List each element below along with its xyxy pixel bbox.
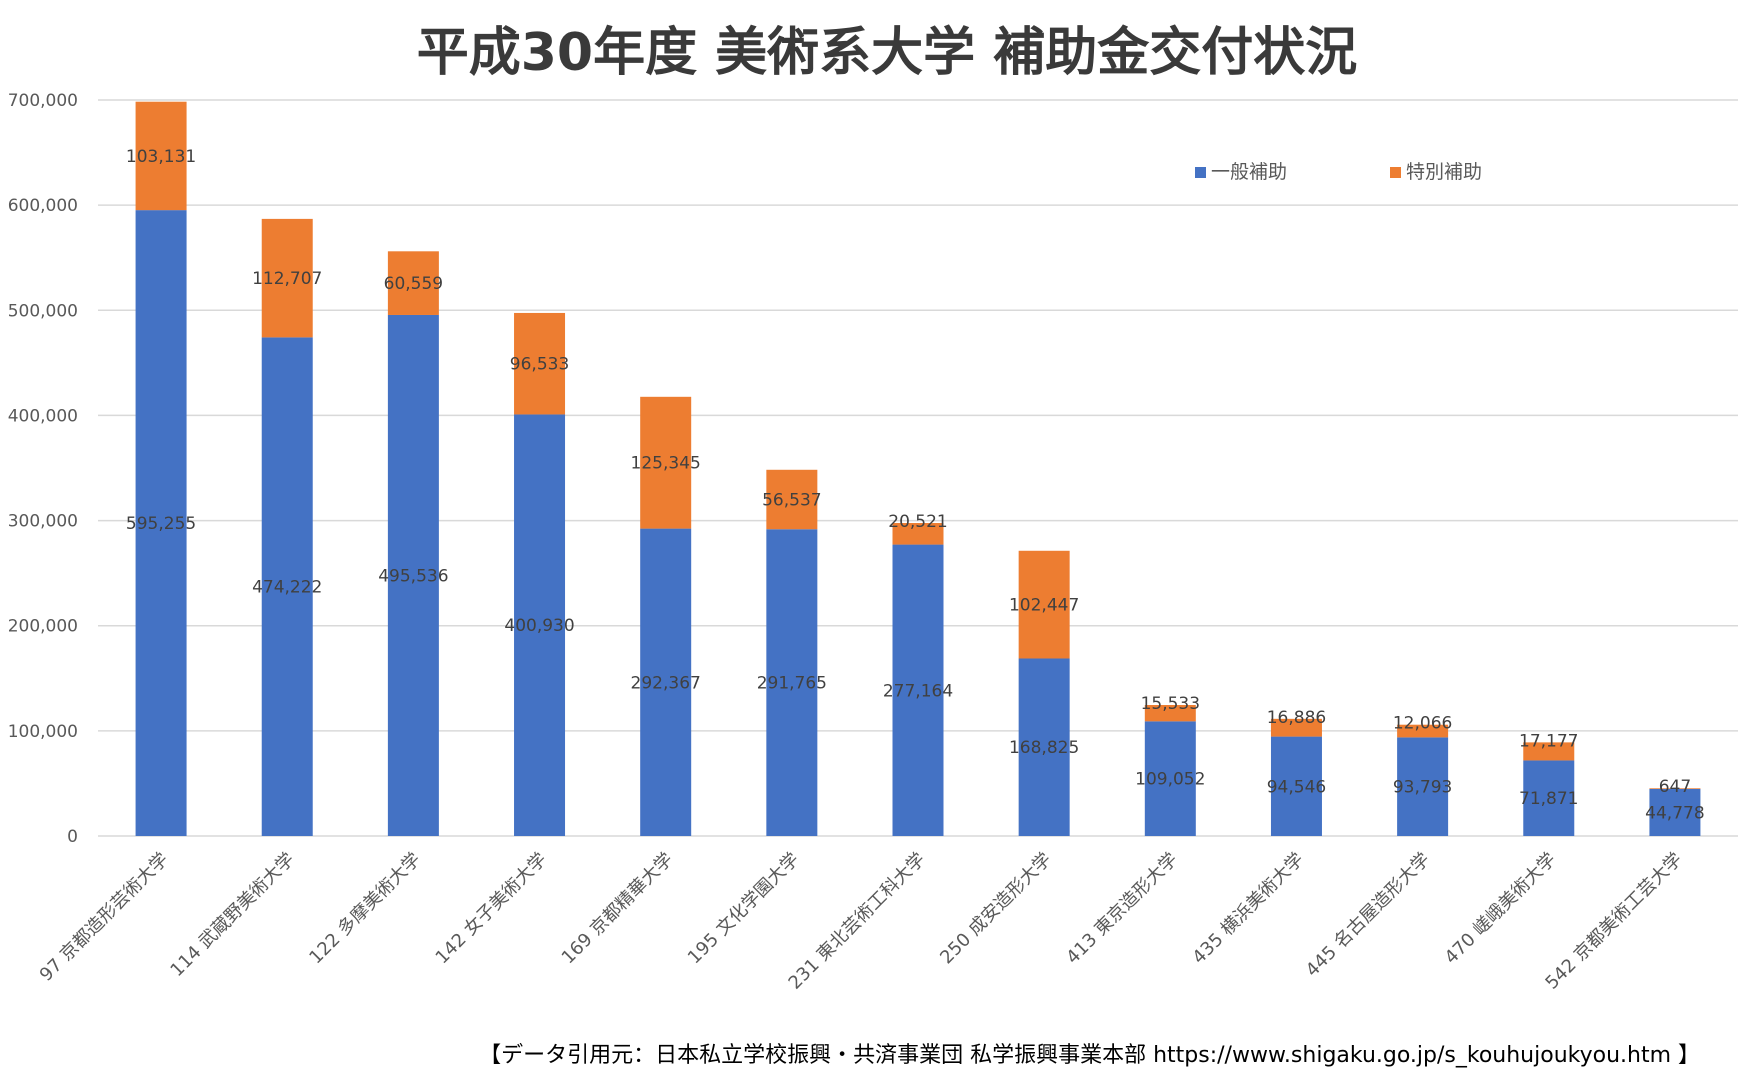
data-label: 94,546 — [1267, 777, 1326, 797]
data-label: 400,930 — [504, 616, 574, 636]
data-label: 60,559 — [384, 274, 443, 294]
bar-segment-special — [892, 523, 944, 545]
data-label: 125,345 — [631, 454, 701, 474]
bar-segment-general — [1523, 760, 1575, 836]
y-tick-label: 300,000 — [8, 512, 78, 532]
data-label: 20,521 — [888, 512, 947, 532]
data-label: 102,447 — [1009, 596, 1079, 616]
bar-segment-general — [1397, 737, 1449, 836]
source-note: 【データ引用元：日本私立学校振興・共済事業団 私学振興事業本部 https://… — [479, 1043, 1700, 1068]
bar-segment-general — [1270, 736, 1322, 836]
bar-segment-general — [1144, 721, 1196, 836]
x-category-label: 542 京都美術工芸大学 — [1541, 849, 1686, 994]
bar-segment-special — [1270, 718, 1322, 737]
bar-segment-special — [1397, 724, 1449, 738]
bar-segment-special — [1018, 550, 1070, 659]
data-label: 15,533 — [1141, 694, 1200, 714]
bar-segment-general — [261, 337, 313, 836]
bar-segment-general — [892, 544, 944, 836]
x-category-label: 445 名古屋造形大学 — [1302, 849, 1434, 981]
x-category-label: 114 武蔵野美術大学 — [166, 849, 298, 981]
y-tick-label: 200,000 — [8, 617, 78, 637]
x-category-label: 169 京都精華大学 — [558, 849, 678, 969]
bar-segment-general — [135, 210, 187, 836]
data-label: 103,131 — [126, 147, 196, 167]
legend-swatch — [1390, 167, 1401, 178]
data-labels: 595,255 103,131 474,222 112,707 495,536 60,55… — [126, 147, 1705, 824]
x-category-label: 97 京都造形芸術大学 — [36, 849, 173, 986]
x-category-label: 195 文化学園大学 — [684, 849, 804, 969]
bar-segment-special — [640, 396, 692, 529]
y-tick-label: 600,000 — [8, 196, 78, 216]
legend-label: 特別補助 — [1406, 161, 1482, 183]
data-label: 44,778 — [1645, 803, 1704, 823]
x-category-label: 435 横浜美術大学 — [1188, 849, 1308, 969]
bar-segment-general — [387, 314, 439, 837]
y-axis-tick-labels: 0 100,000 200,000 300,000 400,000 500,000 600,… — [8, 91, 78, 847]
data-label: 647 — [1659, 777, 1691, 797]
data-label: 595,255 — [126, 514, 196, 534]
x-category-label: 413 東京造形大学 — [1062, 849, 1182, 969]
x-category-label: 142 女子美術大学 — [432, 849, 552, 969]
data-label: 12,066 — [1393, 714, 1452, 734]
data-label: 56,537 — [762, 491, 821, 511]
data-label: 291,765 — [757, 674, 827, 694]
bar-segment-special — [261, 218, 313, 338]
bar-segment-special — [387, 251, 439, 315]
chart-title: 平成30年度 美術系大学 補助金交付状況 — [417, 23, 1358, 83]
legend-swatch — [1195, 167, 1206, 178]
y-tick-label: 400,000 — [8, 406, 78, 426]
bar-segment-special — [1523, 742, 1575, 761]
bar-segment-special — [766, 469, 818, 530]
y-tick-label: 500,000 — [8, 301, 78, 321]
data-label: 17,177 — [1519, 731, 1578, 751]
data-label: 16,886 — [1267, 708, 1326, 728]
data-label: 109,052 — [1135, 770, 1205, 790]
y-tick-label: 700,000 — [8, 91, 78, 111]
bar-segment-general — [514, 414, 566, 836]
legend-label: 一般補助 — [1211, 161, 1287, 183]
x-category-label: 470 嵯峨美術大学 — [1441, 849, 1561, 969]
x-category-label: 231 東北芸術工科大学 — [785, 849, 930, 994]
bar-segment-general — [1018, 658, 1070, 836]
bars — [135, 101, 1701, 837]
bar-segment-special — [1144, 705, 1196, 722]
x-category-label: 122 多摩美術大学 — [305, 849, 425, 969]
data-label: 71,871 — [1519, 789, 1578, 809]
data-label: 112,707 — [252, 269, 322, 289]
data-label: 474,222 — [252, 578, 322, 598]
y-tick-label: 0 — [67, 827, 78, 847]
legend: 一般補助 特別補助 — [1195, 161, 1482, 183]
data-label: 93,793 — [1393, 778, 1452, 798]
data-label: 495,536 — [378, 566, 448, 586]
bar-segment-general — [1649, 788, 1701, 836]
data-label: 168,825 — [1009, 738, 1079, 758]
data-label: 292,367 — [631, 673, 701, 693]
data-label: 96,533 — [510, 355, 569, 375]
bar-segment-special — [1649, 788, 1701, 789]
x-category-label: 250 成安造形大学 — [936, 849, 1056, 969]
bar-segment-special — [135, 101, 187, 211]
y-tick-label: 100,000 — [8, 722, 78, 742]
bar-segment-general — [766, 529, 818, 836]
bar-segment-special — [514, 312, 566, 415]
data-label: 277,164 — [883, 681, 953, 701]
bar-segment-general — [640, 528, 692, 836]
